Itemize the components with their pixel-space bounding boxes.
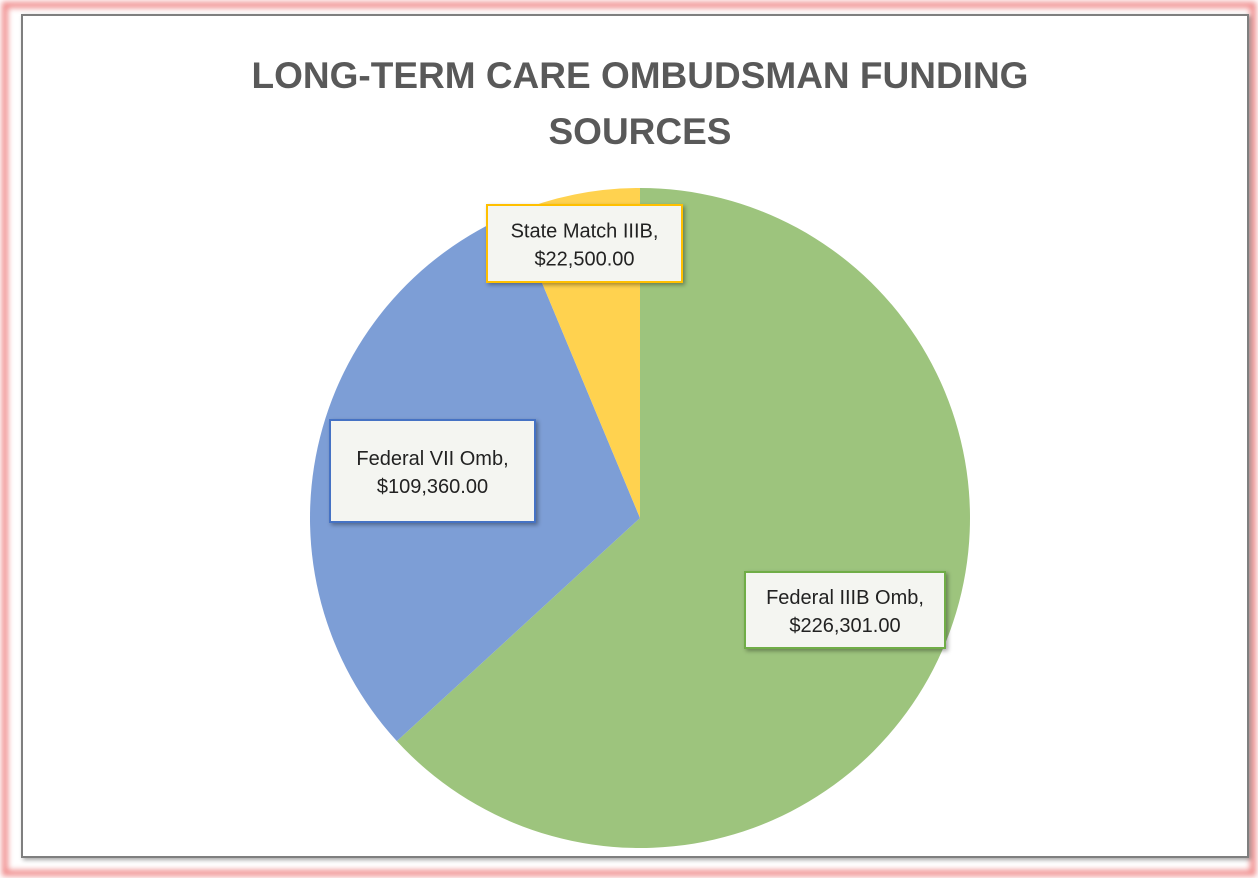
chart-title: LONG-TERM CARE OMBUDSMAN FUNDING SOURCES (251, 55, 1029, 152)
label-box (486, 204, 683, 283)
data-label-name: Federal IIIB Omb, (766, 587, 924, 609)
data-label-value: $109,360.00 (377, 476, 488, 498)
data-label-name: Federal VII Omb, (356, 448, 508, 470)
data-label-value: $22,500.00 (534, 249, 634, 271)
data-label-value: $226,301.00 (789, 615, 900, 637)
pie-slice (396, 188, 970, 848)
data-label-name: State Match IIIB, (511, 221, 659, 243)
label-box (329, 419, 536, 523)
label-box (744, 571, 946, 649)
data-labels: Federal IIIB Omb, $226,301.00 Federal VII … (329, 204, 946, 649)
